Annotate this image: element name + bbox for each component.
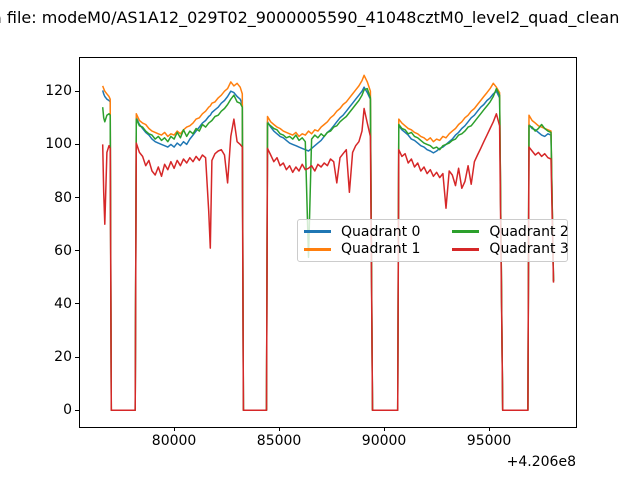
x-axis-offset-label: +4.206e8 — [506, 454, 576, 470]
y-tick-label: 20 — [54, 349, 72, 366]
x-tick-mark — [383, 427, 385, 431]
legend-column-1: Quadrant 0 Quadrant 1 — [304, 220, 420, 261]
x-tick-label: 85000 — [256, 433, 302, 449]
legend-line-sample-quadrant-1 — [304, 247, 331, 251]
y-tick-mark — [75, 356, 79, 358]
series-line-quadrant-2 — [101, 87, 555, 412]
series-line-quadrant-3 — [101, 107, 555, 412]
y-tick-mark — [75, 409, 79, 411]
legend-entry-label: Quadrant 2 — [489, 223, 569, 240]
y-tick-mark — [75, 303, 79, 305]
y-tick-label: 100 — [45, 136, 72, 153]
y-tick-label: 0 — [63, 402, 72, 419]
x-tick-mark — [488, 427, 490, 431]
x-tick-label: 90000 — [361, 433, 407, 449]
legend: Quadrant 0 Quadrant 1 Quadrant 2 Quadran… — [297, 219, 569, 262]
legend-entry-label: Quadrant 1 — [341, 241, 421, 258]
legend-entry-quadrant-1: Quadrant 1 — [304, 241, 420, 259]
series-line-quadrant-1 — [101, 74, 555, 412]
y-tick-label: 80 — [54, 189, 72, 206]
legend-entry-label: Quadrant 0 — [341, 223, 421, 240]
y-tick-mark — [75, 197, 79, 199]
x-tick-mark — [173, 427, 175, 431]
figure-title: a file: modeM0/AS1A12_029T02_9000005590_… — [0, 8, 620, 27]
x-tick-label: 80000 — [151, 433, 197, 449]
y-tick-label: 40 — [54, 295, 72, 312]
legend-line-sample-quadrant-0 — [304, 230, 331, 234]
legend-line-sample-quadrant-2 — [452, 230, 480, 234]
x-tick-mark — [278, 427, 280, 431]
series-line-quadrant-0 — [101, 86, 555, 412]
y-tick-label: 120 — [45, 83, 72, 100]
legend-entry-quadrant-2: Quadrant 2 — [452, 223, 569, 241]
y-tick-label: 60 — [54, 242, 72, 259]
legend-entry-label: Quadrant 3 — [489, 241, 569, 258]
x-tick-label: 95000 — [466, 433, 512, 449]
legend-column-2: Quadrant 2 Quadrant 3 — [452, 220, 569, 261]
plot-canvas — [101, 74, 555, 412]
legend-line-sample-quadrant-3 — [452, 247, 480, 251]
legend-entry-quadrant-0: Quadrant 0 — [304, 223, 420, 241]
legend-entry-quadrant-3: Quadrant 3 — [452, 241, 569, 259]
y-tick-mark — [75, 90, 79, 92]
y-tick-mark — [75, 250, 79, 252]
y-tick-mark — [75, 143, 79, 145]
